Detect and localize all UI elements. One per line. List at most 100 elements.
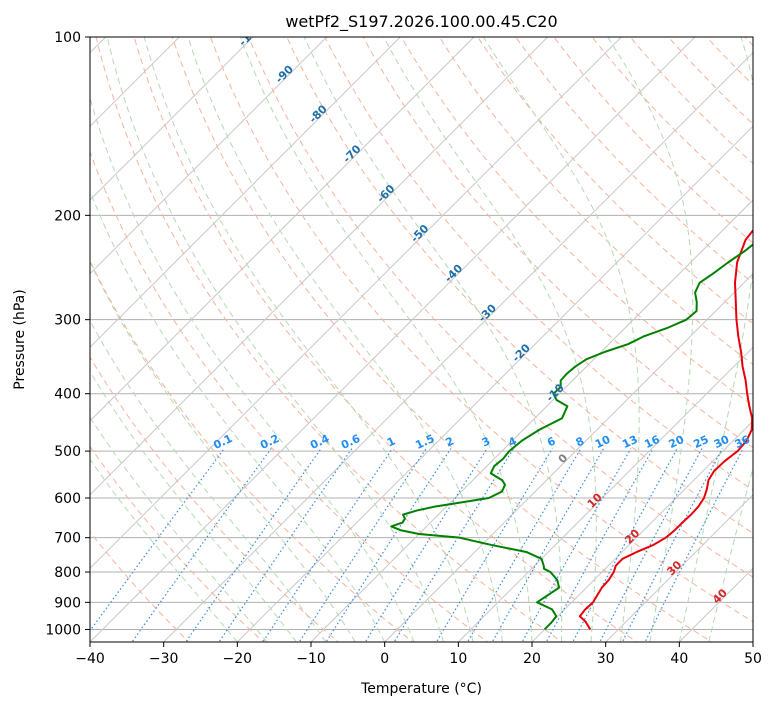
x-axis-ticks: −40 −30 −20 −10 0 10 20 30 40 50 [75, 642, 762, 667]
isotherm-line [0, 10, 59, 654]
moist-adiabat-line [303, 37, 563, 642]
isotherm-line [236, 125, 753, 642]
mixing-ratio-label: 16 [642, 433, 662, 451]
dry-adiabat-line [591, 37, 753, 204]
isotherm-line [457, 346, 753, 642]
plot-frame [89, 36, 754, 643]
isotherm-label: -50 [408, 222, 431, 245]
x-tick-label: −40 [75, 651, 105, 667]
isotherm-label: 40 [710, 586, 730, 606]
moist-adiabat-line [90, 260, 356, 642]
dry-adiabat-line [629, 37, 753, 165]
isotherm-label: -30 [476, 301, 499, 324]
x-tick-label: 20 [523, 651, 541, 667]
moist-adiabat-line [90, 416, 268, 642]
mixing-ratio-line [364, 448, 488, 642]
moist-adiabat-line [678, 37, 753, 642]
x-tick-label: −30 [149, 651, 179, 667]
isotherm-label: -90 [273, 62, 296, 85]
dry-adiabat-line [324, 37, 753, 491]
dry-adiabat-line [90, 356, 339, 642]
mixing-ratio-line [262, 448, 393, 642]
mixing-ratio-label: 36 [733, 433, 753, 451]
mixing-ratio-label: 20 [667, 433, 687, 451]
y-tick-label: 600 [54, 491, 81, 507]
mixing-ratio-label: 0.1 [211, 432, 234, 452]
dry-adiabat-line [90, 259, 414, 642]
mixing-ratio-line [466, 448, 582, 642]
dry-adiabat-line [95, 37, 564, 642]
mixing-ratio-line [185, 448, 322, 642]
moist-adiabat-line [187, 37, 504, 642]
plot-background-lines [0, 10, 775, 654]
dry-adiabat-line [286, 37, 753, 534]
isotherm-line [383, 272, 753, 642]
mixing-ratio-line [393, 448, 515, 642]
y-tick-label: 700 [54, 531, 81, 547]
dry-adiabat-line [515, 37, 753, 284]
mixing-ratio-line [521, 448, 632, 642]
isotherm-line [90, 37, 696, 642]
dry-adiabat-line [362, 37, 753, 449]
moist-adiabat-line [143, 37, 474, 642]
moist-adiabat-line [90, 319, 327, 642]
dry-adiabat-line [90, 150, 489, 642]
mixing-ratio-line [131, 448, 272, 642]
isotherm-line [90, 37, 475, 422]
mixing-ratio-label: 6 [545, 434, 558, 449]
mixing-ratio-label: 30 [712, 433, 732, 451]
dewpoint-profile-line [390, 243, 753, 631]
y-tick-label: 400 [54, 387, 81, 403]
y-tick-label: 800 [54, 565, 81, 581]
isotherm-label: -60 [374, 182, 397, 205]
moist-adiabat-line [708, 466, 753, 642]
x-tick-label: 40 [670, 651, 688, 667]
y-tick-label: 200 [54, 208, 81, 224]
chart-title: wetPf2_S197.2026.100.00.45.C20 [285, 12, 557, 32]
mixing-ratio-line [218, 448, 353, 642]
moist-adiabat-line [90, 96, 415, 642]
moist-adiabat-line [90, 370, 297, 642]
x-tick-label: −20 [223, 651, 253, 667]
dry-adiabat-line [705, 37, 753, 86]
isotherm-line [531, 420, 753, 642]
y-tick-label: 100 [54, 30, 81, 46]
moist-adiabat-line [482, 37, 640, 642]
plot-series [390, 228, 753, 631]
moist-adiabat-line [239, 37, 533, 642]
mixing-ratio-label: 10 [593, 433, 613, 451]
isotherm-label: -40 [442, 262, 465, 285]
mixing-ratio-line [572, 448, 678, 642]
mixing-ratio-line [298, 448, 427, 642]
isotherm-line [752, 641, 753, 642]
dry-adiabat-line [770, 24, 775, 645]
isotherm-line [90, 37, 623, 570]
mixing-ratio-line [545, 448, 654, 642]
isotherm-line [162, 51, 753, 642]
isotherm-label: 20 [622, 526, 642, 546]
isotherm-line [90, 37, 181, 128]
isotherm-label: -10 [544, 381, 567, 404]
mixing-ratio-line [644, 448, 744, 642]
isotherm-line [90, 37, 328, 275]
mixing-ratio-label: 0.4 [308, 432, 331, 452]
mixing-ratio-label: 4 [506, 434, 519, 449]
mixing-ratio-line [325, 448, 452, 642]
mixing-ratio-line [621, 448, 723, 642]
moist-adiabat-line [90, 189, 386, 642]
y-tick-label: 1000 [45, 622, 81, 638]
isotherm-line [90, 37, 549, 496]
mixing-ratio-label: 13 [620, 433, 639, 451]
x-tick-label: 50 [744, 651, 762, 667]
x-tick-label: −10 [296, 651, 326, 667]
mixing-ratio-label: 1 [385, 434, 397, 449]
mixing-ratio-label: 25 [691, 433, 710, 451]
mixing-ratio-label: 1.5 [413, 432, 436, 452]
temperature-profile-line [578, 228, 753, 630]
moist-adiabat-line [106, 37, 445, 642]
x-axis-label: Temperature (°C) [360, 681, 482, 697]
x-tick-label: 0 [380, 651, 389, 667]
y-axis-label: Pressure (hPa) [12, 289, 28, 389]
isotherm-line [310, 199, 753, 642]
